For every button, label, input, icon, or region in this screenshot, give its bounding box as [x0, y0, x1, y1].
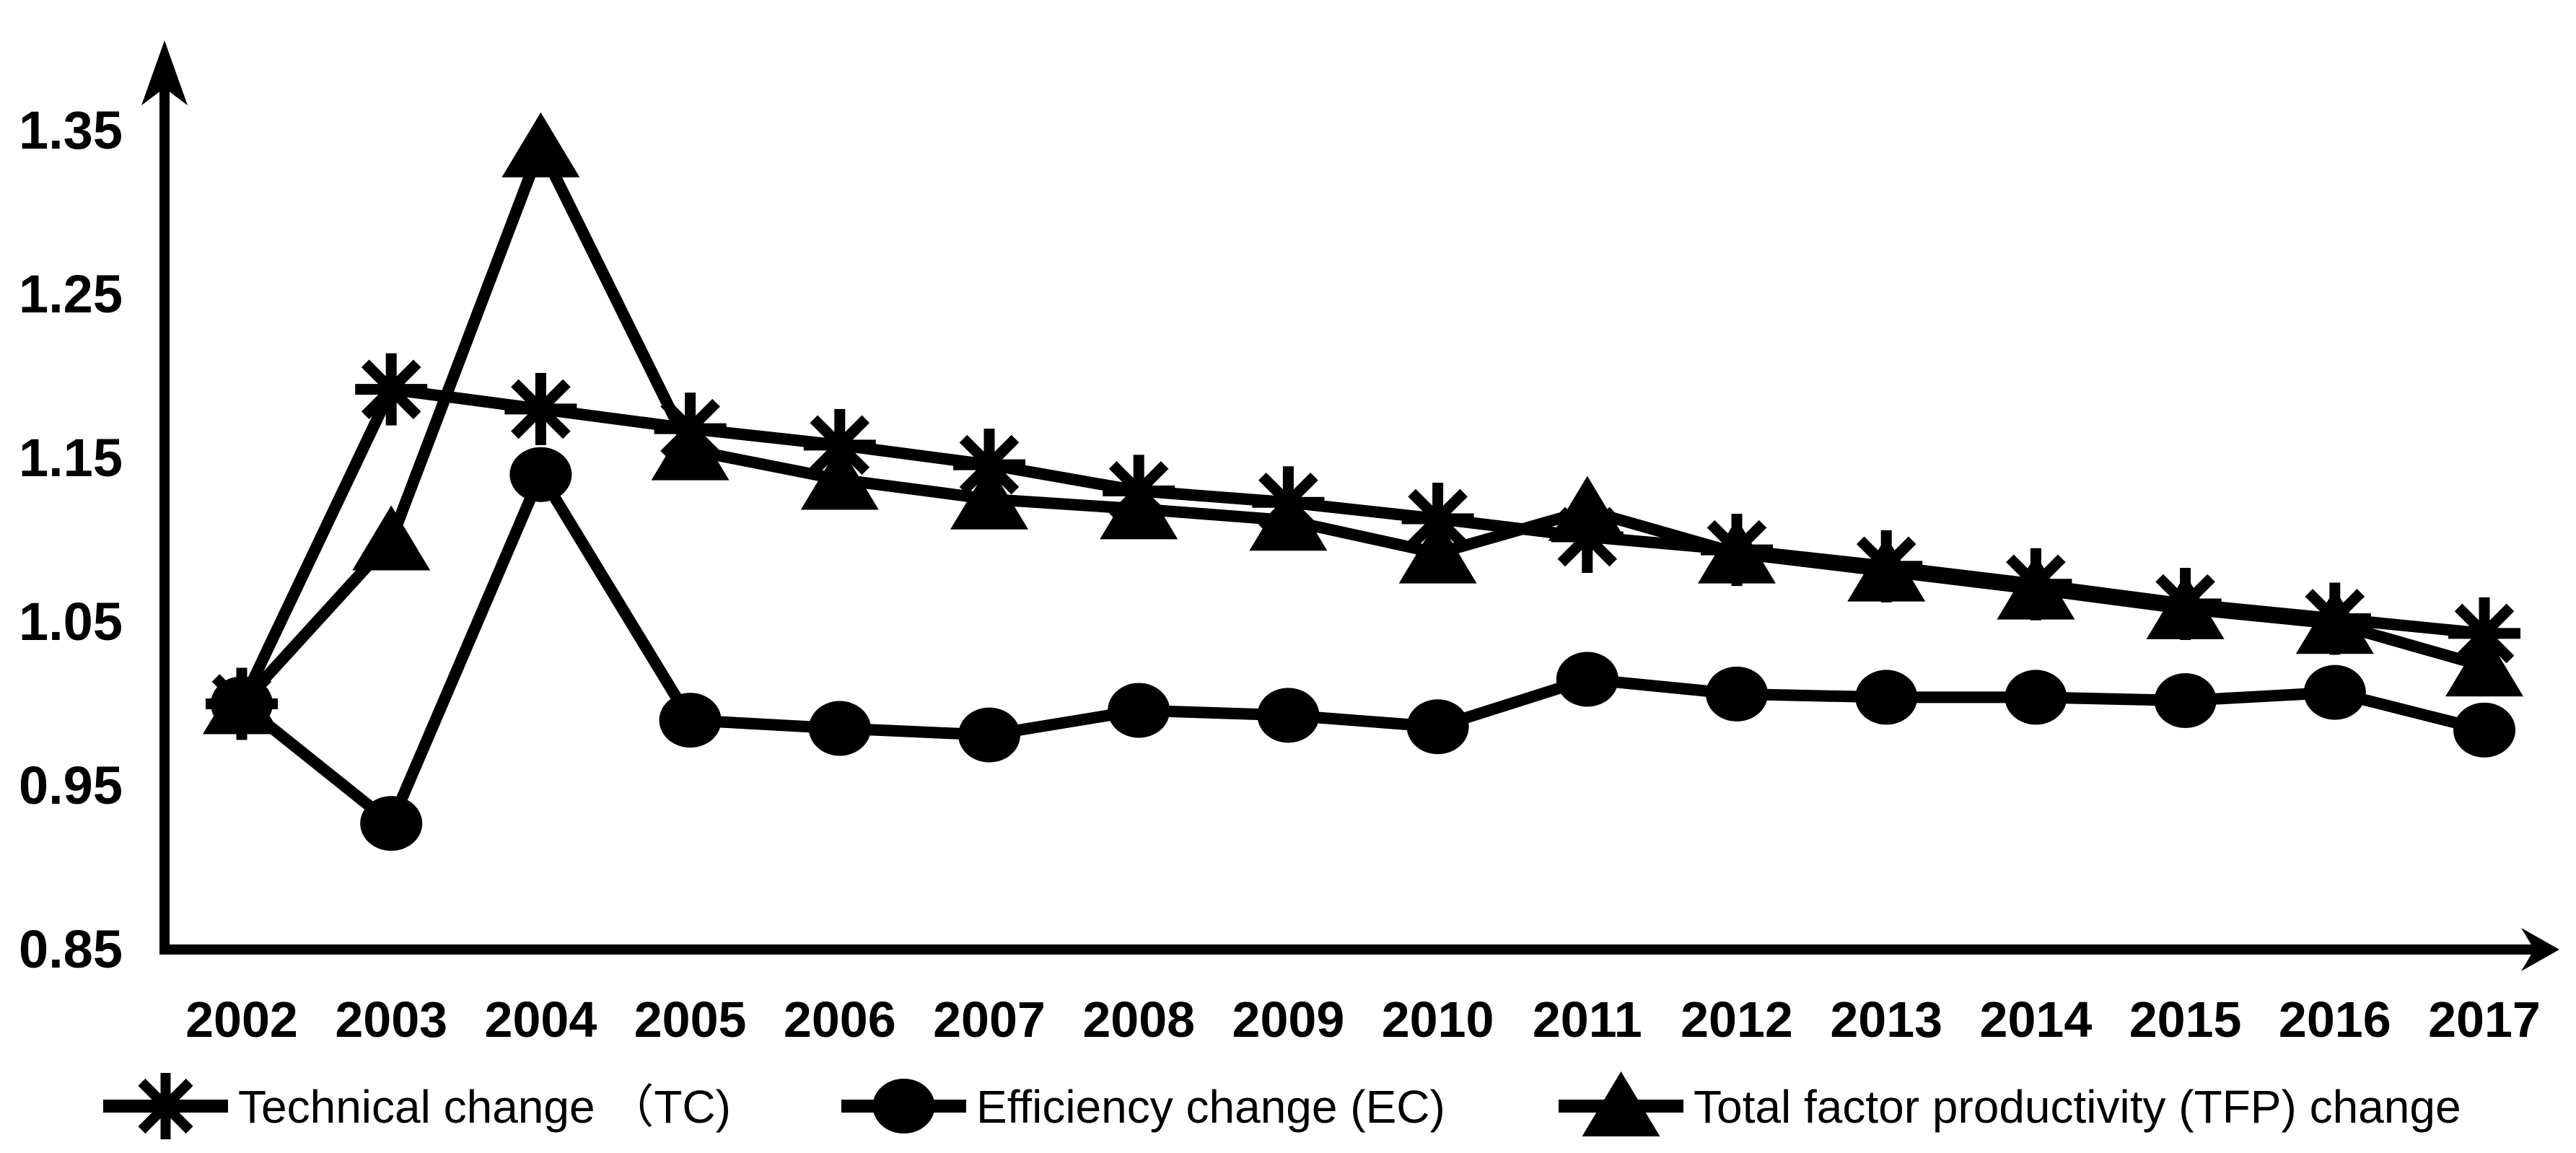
- x-tick-label: 2015: [2129, 991, 2242, 1048]
- legend-item: Technical change （TC): [103, 1073, 731, 1139]
- axes: [141, 40, 2559, 971]
- y-tick-label: 1.25: [19, 264, 123, 324]
- x-tick-label: 2016: [2279, 991, 2391, 1048]
- x-tick-label: 2003: [335, 991, 447, 1048]
- x-tick-label: 2009: [1232, 991, 1345, 1048]
- triangle-marker: [1847, 536, 1926, 602]
- circle-marker: [360, 796, 423, 851]
- circle-marker: [1556, 652, 1618, 707]
- series-line: [236, 468, 2490, 830]
- x-tick-label: 2010: [1382, 991, 1494, 1048]
- x-tick-label: 2007: [933, 991, 1046, 1048]
- triangle-marker: [1398, 518, 1477, 584]
- legend-item: Efficiency change (EC): [841, 1079, 1445, 1134]
- x-tick-label: 2008: [1082, 991, 1195, 1048]
- triangle-marker: [2295, 589, 2374, 654]
- series-triangle: [203, 112, 2523, 735]
- y-axis-arrowhead: [141, 40, 188, 105]
- circle-marker: [2005, 670, 2067, 725]
- x-tick-label: 2006: [784, 991, 896, 1048]
- circle-marker: [2303, 665, 2366, 720]
- x-axis-tick-labels: 2002 2003 2004 2005 2006 2007 2008 2009 2010 2011…: [185, 991, 2541, 1048]
- legend-label: Technical change （TC): [238, 1081, 731, 1133]
- circle-marker: [1257, 688, 1320, 743]
- x-tick-label: 2013: [1830, 991, 1942, 1048]
- circle-marker: [2453, 702, 2515, 758]
- y-axis-tick-labels: 0.85 0.95 1.05 1.15 1.25 1.35: [19, 100, 123, 979]
- x-axis-arrowhead: [2521, 928, 2559, 971]
- series-line: [236, 141, 2490, 710]
- legend-label: Total factor productivity (TFP) change: [1694, 1081, 2461, 1133]
- triangle-marker: [1100, 474, 1178, 540]
- x-tick-label: 2017: [2428, 991, 2541, 1048]
- legend-label: Efficiency change (EC): [976, 1081, 1445, 1133]
- x-tick-label: 2002: [185, 991, 298, 1048]
- circle-marker: [808, 701, 871, 756]
- triangle-marker: [352, 505, 431, 571]
- circle-marker: [2154, 672, 2217, 728]
- circle-marker: [872, 1079, 935, 1134]
- triangle-marker: [501, 112, 580, 177]
- circle-marker: [1108, 683, 1170, 738]
- triangle-marker: [1582, 1071, 1660, 1136]
- y-tick-label: 1.35: [19, 100, 123, 160]
- x-tick-label: 2004: [485, 991, 597, 1048]
- x-tick-label: 2011: [1533, 991, 1642, 1048]
- triangle-marker: [2445, 631, 2523, 697]
- circle-marker: [1706, 666, 1768, 722]
- y-tick-label: 1.15: [19, 428, 123, 488]
- legend: Technical change （TC) Efficiency change (…: [103, 1071, 2461, 1139]
- triangle-marker: [800, 444, 879, 510]
- y-tick-label: 1.05: [19, 592, 123, 652]
- y-tick-label: 0.95: [19, 755, 123, 815]
- y-tick-label: 0.85: [19, 919, 123, 979]
- circle-marker: [958, 707, 1020, 763]
- triangle-marker: [2146, 574, 2225, 639]
- circle-marker: [509, 447, 572, 502]
- x-tick-label: 2005: [634, 991, 747, 1048]
- circle-marker: [1406, 699, 1469, 755]
- circle-marker: [659, 693, 722, 748]
- triangle-marker: [1698, 518, 1776, 584]
- x-tick-label: 2012: [1681, 991, 1793, 1048]
- triangle-marker: [1249, 486, 1328, 551]
- triangle-marker: [950, 464, 1028, 530]
- triangle-marker: [651, 415, 730, 481]
- triangle-marker: [203, 669, 281, 735]
- circle-marker: [1855, 670, 1918, 725]
- x-tick-label: 2014: [1980, 991, 2093, 1048]
- legend-item: Total factor productivity (TFP) change: [1559, 1071, 2461, 1136]
- triangle-marker: [1997, 554, 2075, 620]
- triangle-marker: [1548, 475, 1626, 541]
